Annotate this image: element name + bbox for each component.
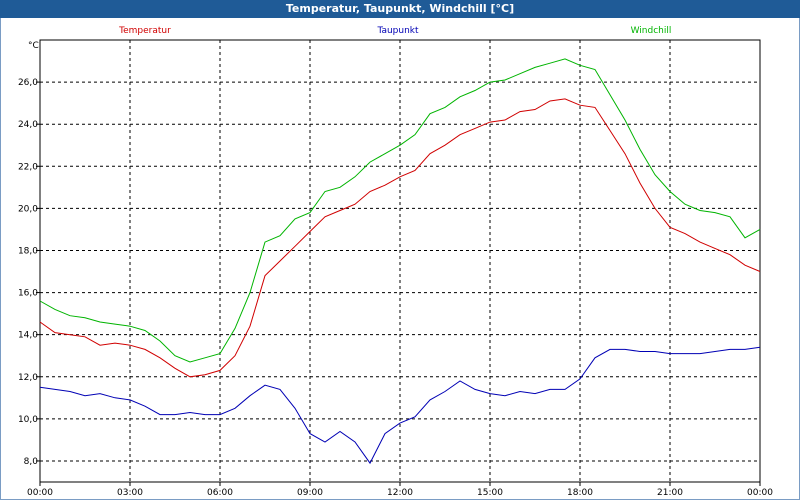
x-tick-time-label: 09:00 xyxy=(297,488,323,498)
legend: Temperatur Taupunkt Windchill xyxy=(118,26,671,36)
series-line-temperatur xyxy=(39,98,761,378)
y-tick-label: 20,0 xyxy=(18,204,38,214)
y-axis-label: °C xyxy=(28,41,39,51)
y-tick-label: 12,0 xyxy=(18,373,38,383)
x-tick-time-label: 21:00 xyxy=(657,488,683,498)
legend-taupunkt: Taupunkt xyxy=(376,26,419,36)
chart-title: Temperatur, Taupunkt, Windchill [°C] xyxy=(0,0,800,18)
x-tick-time-label: 18:00 xyxy=(567,488,593,498)
y-tick-label: 14,0 xyxy=(18,331,38,341)
x-tick-time-label: 03:00 xyxy=(117,488,143,498)
y-tick-label: 8,0 xyxy=(24,457,39,467)
y-axis-ticks: 8,0 10,0 12,0 14,0 16,0 18,0 20,0 22,0 24,0 26,0 xyxy=(18,78,40,467)
x-tick-time-label: 12:00 xyxy=(387,488,413,498)
legend-temperatur: Temperatur xyxy=(118,26,171,36)
y-tick-label: 26,0 xyxy=(18,78,38,88)
series-line-windchill xyxy=(39,58,761,363)
x-axis-ticks: 00:0010.08.2303:0010.08.2306:0010.08.230… xyxy=(27,482,773,498)
chart-area: 8,0 10,0 12,0 14,0 16,0 18,0 20,0 22,0 24,0 26,0 … xyxy=(0,18,800,500)
x-tick-time-label: 06:00 xyxy=(207,488,233,498)
chart-svg: 8,010,012,014,016,018,020,022,024,026,0 … xyxy=(18,26,773,498)
y-tick-label: 22,0 xyxy=(18,162,38,172)
grid xyxy=(40,40,760,482)
y-tick-label: 16,0 xyxy=(18,289,38,299)
x-tick-time-label: 00:00 xyxy=(747,488,773,498)
legend-windchill: Windchill xyxy=(631,26,672,36)
y-tick-label: 18,0 xyxy=(18,246,38,256)
y-tick-label: 24,0 xyxy=(18,120,38,130)
series-line-taupunkt xyxy=(39,346,761,465)
x-tick-time-label: 00:00 xyxy=(27,488,53,498)
y-tick-label: 10,0 xyxy=(18,415,38,425)
x-tick-time-label: 15:00 xyxy=(477,488,503,498)
series-lines xyxy=(39,58,761,465)
